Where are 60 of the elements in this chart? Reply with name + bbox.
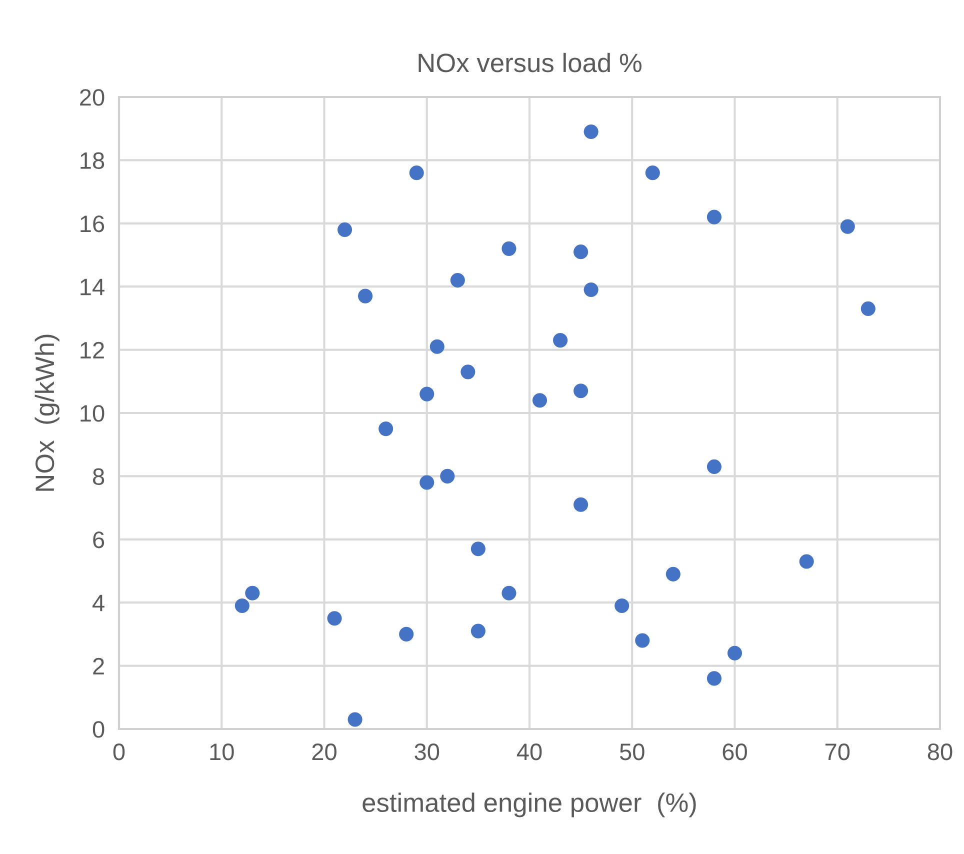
point <box>860 301 876 316</box>
y-tick-label: 8 <box>93 468 104 485</box>
point <box>470 624 486 638</box>
y-tick-label: 10 <box>80 405 104 422</box>
point <box>706 210 722 224</box>
point <box>574 384 588 398</box>
point <box>574 497 588 512</box>
point <box>450 272 465 288</box>
point <box>378 422 394 436</box>
point <box>460 364 476 380</box>
x-axis-title: estimated engine power (%) <box>362 792 696 818</box>
point <box>502 241 516 256</box>
x-tick-label: 50 <box>620 744 644 760</box>
point <box>553 333 568 348</box>
x-tick-label: 30 <box>414 744 440 760</box>
point <box>337 222 352 238</box>
point <box>574 244 588 260</box>
y-tick-label: 4 <box>92 594 104 612</box>
point <box>327 611 342 626</box>
chart-title: NOx versus load % <box>418 52 642 72</box>
point <box>645 166 660 180</box>
point <box>234 598 250 614</box>
point <box>584 124 598 140</box>
point <box>430 339 444 354</box>
x-tick-label: 0 <box>113 744 125 760</box>
point <box>399 626 414 642</box>
point <box>420 475 434 490</box>
x-tick-label: 70 <box>825 744 850 760</box>
point <box>706 459 722 474</box>
y-tick-label: 14 <box>80 278 104 296</box>
y-tick-label: 0 <box>92 721 104 738</box>
x-tick-label: 60 <box>722 744 747 760</box>
y-tick-label: 16 <box>80 215 104 232</box>
y-tick-label: 2 <box>93 658 104 674</box>
point <box>635 633 650 648</box>
point <box>440 468 455 484</box>
point <box>666 566 680 582</box>
point <box>727 646 742 660</box>
point <box>584 282 598 298</box>
x-tick-label: 40 <box>516 744 542 760</box>
point <box>614 598 630 614</box>
point <box>409 166 424 180</box>
y-tick-label: 12 <box>80 342 104 358</box>
point <box>245 586 260 600</box>
point <box>706 671 722 686</box>
y-tick-label: 18 <box>80 152 104 169</box>
point <box>799 554 814 569</box>
point <box>348 712 362 727</box>
point <box>358 288 373 304</box>
point <box>502 586 516 600</box>
x-tick-label: 80 <box>928 744 952 760</box>
x-tick-label: 20 <box>312 744 336 760</box>
point <box>420 386 434 402</box>
y-tick-label: 6 <box>93 531 104 548</box>
point <box>840 219 855 234</box>
x-tick-label: 10 <box>210 744 234 760</box>
y-axis-title: NOx (g/kWh) <box>34 334 60 491</box>
y-tick-label: 20 <box>80 89 104 106</box>
point <box>470 542 486 556</box>
point <box>532 393 548 408</box>
